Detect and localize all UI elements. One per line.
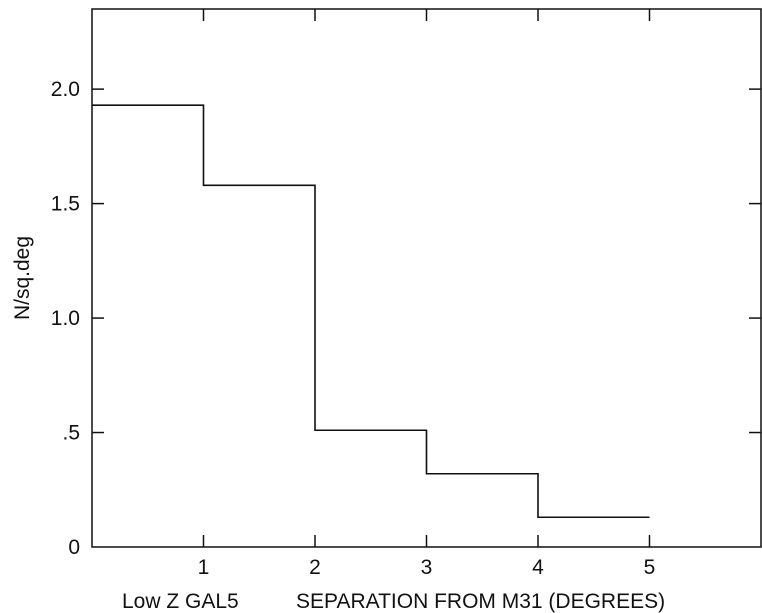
x-tick-label-2: 2: [309, 556, 321, 579]
x-tick-label-3: 3: [421, 556, 433, 579]
axis-tick-labels: 1 2 3 4 5 0 .5 1.0 1.5 2.0: [51, 78, 656, 579]
y-tick-label-1.0: 1.0: [51, 307, 80, 330]
y-tick-label-.5: .5: [62, 422, 80, 445]
x-tick-label-1: 1: [198, 556, 210, 579]
x-tick-label-5: 5: [644, 556, 656, 579]
x-tick-label-4: 4: [532, 556, 544, 579]
y-tick-label-1.5: 1.5: [51, 193, 80, 216]
axis-ticks: [92, 9, 761, 547]
histogram-step-line: [92, 104, 650, 519]
y-tick-label-0: 0: [68, 536, 80, 559]
y-tick-label-2.0: 2.0: [51, 78, 80, 101]
y-axis-label: N/sq.deg: [11, 236, 34, 320]
x-axis-label: SEPARATION FROM M31 (DEGREES): [296, 590, 665, 613]
x-axis-label-prefix: Low Z GAL5: [122, 590, 239, 613]
